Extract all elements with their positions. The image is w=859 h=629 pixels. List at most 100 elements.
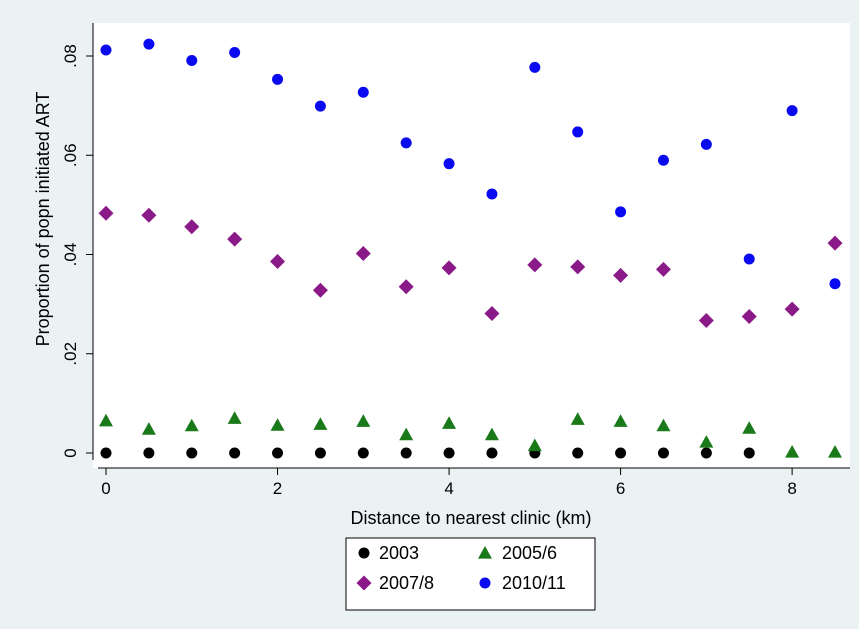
- data-point: [100, 44, 112, 56]
- data-point: [356, 414, 371, 427]
- data-point: [313, 417, 328, 430]
- data-point: [357, 447, 369, 459]
- data-point: [441, 260, 457, 276]
- data-point: [742, 421, 757, 434]
- data-point: [484, 427, 499, 441]
- data-point: [442, 416, 457, 429]
- data-point: [227, 231, 243, 247]
- legend-item: 2005/6: [478, 543, 557, 563]
- x-axis-title: Distance to nearest clinic (km): [350, 508, 591, 528]
- y-tick-label: 0: [61, 448, 80, 457]
- data-point: [699, 435, 714, 448]
- x-tick-label: 4: [444, 479, 453, 498]
- data-point: [741, 309, 757, 325]
- x-tick-label: 6: [616, 479, 625, 498]
- data-point: [186, 447, 198, 459]
- data-point: [229, 447, 241, 459]
- data-point: [700, 447, 712, 459]
- data-point: [829, 278, 841, 290]
- data-point: [141, 422, 156, 435]
- data-point: [529, 61, 541, 73]
- legend: 2003 2005/6 2007/8 2010/11: [356, 543, 566, 593]
- legend-item: 2007/8: [356, 573, 434, 593]
- series-1: [99, 411, 842, 458]
- legend-marker: [478, 546, 492, 559]
- data-point: [615, 206, 627, 218]
- data-point: [270, 418, 285, 431]
- data-point: [270, 253, 286, 269]
- data-point: [784, 301, 800, 317]
- data-point: [700, 138, 712, 150]
- data-point: [698, 313, 714, 329]
- data-point: [443, 447, 455, 459]
- data-point: [486, 447, 498, 459]
- x-ticks: 0 2 4 6 8: [101, 468, 797, 498]
- data-point: [443, 158, 455, 170]
- data-point: [272, 447, 284, 459]
- data-point: [184, 219, 200, 235]
- data-point: [141, 207, 157, 223]
- y-tick-label: .08: [61, 44, 80, 68]
- data-point: [743, 447, 755, 459]
- data-point: [572, 447, 584, 459]
- data-point: [484, 306, 500, 322]
- data-point: [785, 445, 800, 458]
- data-point: [486, 188, 498, 200]
- y-axis-title: Proportion of popn initiated ART: [33, 92, 53, 347]
- plot-area: [93, 23, 850, 468]
- data-point: [613, 414, 628, 427]
- legend-marker: [356, 575, 372, 591]
- data-point: [227, 411, 242, 424]
- data-point: [786, 105, 798, 117]
- data-point: [399, 427, 414, 441]
- data-point: [100, 447, 112, 459]
- data-point: [657, 447, 669, 459]
- y-tick-label: .06: [61, 143, 80, 167]
- data-point: [143, 38, 155, 50]
- series-0: [100, 447, 755, 459]
- legend-label: 2005/6: [502, 543, 557, 563]
- data-point: [357, 86, 369, 98]
- data-points: [98, 38, 843, 459]
- x-tick-label: 8: [787, 479, 796, 498]
- y-ticks: 0 .02 .04 .06 .08: [61, 44, 93, 458]
- data-point: [99, 413, 113, 427]
- data-point: [355, 246, 371, 262]
- data-point: [400, 137, 412, 149]
- y-tick-label: .02: [61, 342, 80, 366]
- data-point: [613, 267, 629, 283]
- data-point: [615, 447, 627, 459]
- data-point: [314, 100, 326, 112]
- series-3: [100, 38, 841, 290]
- legend-item: 2003: [358, 543, 419, 563]
- x-tick-label: 0: [101, 479, 110, 498]
- legend-box: [345, 537, 596, 611]
- data-point: [527, 257, 543, 273]
- legend-label: 2003: [379, 543, 419, 563]
- data-point: [656, 418, 671, 432]
- x-tick-label: 2: [273, 479, 282, 498]
- data-point: [143, 447, 155, 459]
- data-point: [398, 279, 414, 295]
- data-point: [184, 418, 199, 432]
- legend-label: 2010/11: [502, 573, 566, 593]
- data-point: [400, 447, 412, 459]
- data-point: [657, 154, 669, 166]
- data-point: [229, 47, 241, 59]
- data-point: [186, 54, 198, 66]
- legend-label: 2007/8: [379, 573, 434, 593]
- data-point: [655, 261, 671, 277]
- data-point: [572, 126, 584, 138]
- data-point: [314, 447, 326, 459]
- data-point: [570, 412, 585, 425]
- data-point: [743, 253, 755, 265]
- data-point: [570, 259, 586, 275]
- data-point: [527, 438, 542, 452]
- data-point: [272, 73, 284, 85]
- y-tick-label: .04: [61, 243, 80, 267]
- series-2: [98, 205, 843, 329]
- data-point: [312, 282, 328, 298]
- data-point: [827, 235, 843, 251]
